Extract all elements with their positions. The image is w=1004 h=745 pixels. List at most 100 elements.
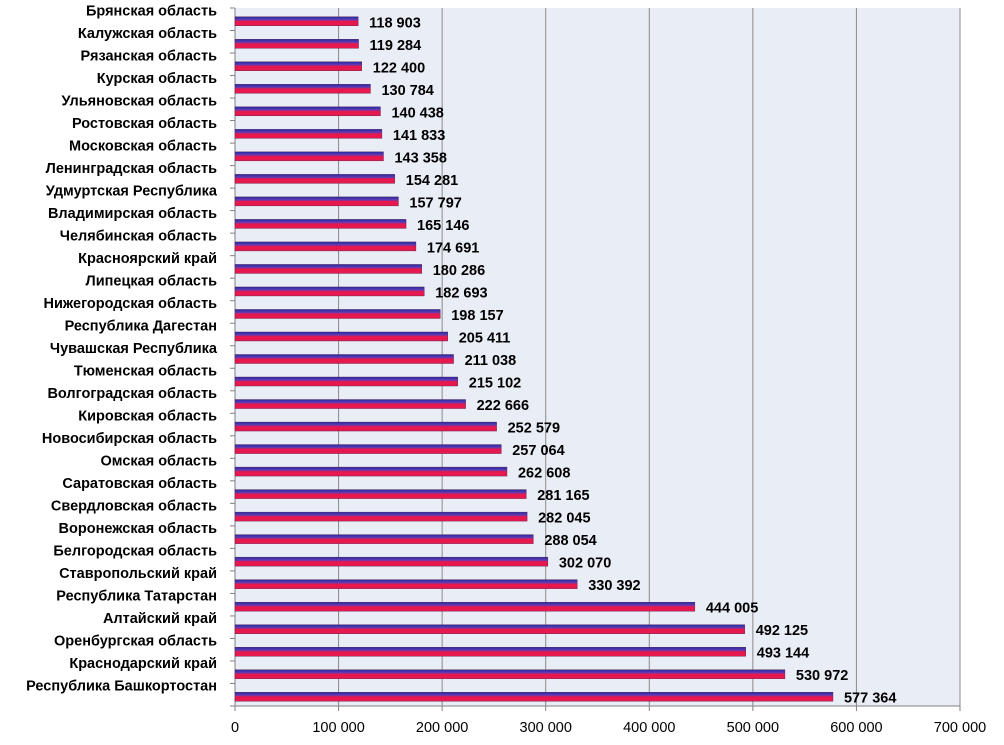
category-label: Свердловская область (51, 499, 217, 515)
value-label: 154 281 (406, 173, 458, 189)
bar (234, 151, 384, 162)
value-label: 180 286 (433, 263, 485, 279)
value-label: 288 054 (544, 533, 596, 549)
value-label: 252 579 (508, 421, 560, 437)
value-label: 222 666 (477, 398, 529, 414)
bar (234, 39, 359, 49)
value-label: 118 903 (369, 15, 421, 31)
category-label: Республика Татарстан (56, 589, 217, 605)
category-label: Удмуртская Республика (46, 183, 218, 199)
value-label: 157 797 (409, 195, 461, 211)
category-label: Краснодарский край (69, 656, 217, 672)
value-label: 205 411 (459, 330, 511, 346)
bar (234, 669, 786, 679)
bar (234, 106, 381, 117)
bar (234, 309, 441, 319)
value-label: 257 064 (512, 443, 564, 459)
bar (234, 579, 578, 589)
category-label: Владимирская область (48, 206, 217, 222)
value-label: 302 070 (559, 556, 611, 572)
category-label: Чувашская Республика (50, 341, 218, 357)
value-label: 182 693 (435, 285, 487, 301)
bars (234, 16, 834, 702)
category-label: Саратовская область (62, 476, 217, 492)
category-label: Воронежская область (59, 521, 218, 537)
bar (234, 241, 417, 252)
category-label: Кировская область (78, 409, 217, 425)
bar (234, 556, 549, 567)
bar (234, 511, 528, 522)
value-label: 143 358 (394, 150, 446, 166)
bar (234, 331, 448, 342)
bar (234, 264, 422, 274)
x-tick-label: 100 000 (312, 720, 364, 736)
category-label: Ростовская область (72, 116, 217, 132)
bar (234, 489, 527, 499)
category-label: Московская область (69, 138, 217, 154)
value-label: 140 438 (391, 105, 443, 121)
category-label: Алтайский край (103, 611, 217, 627)
category-label: Ульяновская область (61, 93, 217, 109)
value-label: 281 165 (537, 488, 589, 504)
value-label: 165 146 (417, 218, 469, 234)
bar (234, 84, 371, 94)
category-label: Ставропольский край (59, 566, 217, 582)
bar (234, 174, 395, 184)
value-label: 530 972 (796, 668, 848, 684)
value-label: 577 364 (844, 691, 896, 707)
category-label: Красноярский край (78, 251, 217, 267)
value-label: 141 833 (393, 128, 445, 144)
value-label: 122 400 (373, 60, 425, 76)
value-label: 198 157 (451, 308, 503, 324)
category-label: Рязанская область (81, 48, 218, 64)
category-label: Курская область (97, 71, 217, 87)
category-label: Калужская область (78, 26, 217, 42)
bar (234, 399, 466, 409)
category-label: Волгоградская область (47, 386, 217, 402)
value-label: 174 691 (427, 240, 479, 256)
value-label: 330 392 (588, 578, 640, 594)
bar (234, 61, 362, 71)
x-tick-label: 700 000 (934, 720, 986, 736)
category-label: Челябинская область (60, 228, 217, 244)
category-label: Белгородская область (53, 544, 217, 560)
x-tick-label: 500 000 (727, 720, 779, 736)
value-label: 119 284 (370, 38, 422, 54)
bar (234, 354, 454, 364)
x-tick-label: 400 000 (623, 720, 675, 736)
x-tick-label: 600 000 (830, 720, 882, 736)
bar (234, 647, 746, 657)
bar (234, 421, 497, 432)
value-label: 444 005 (706, 601, 758, 617)
bar (234, 286, 425, 297)
value-label: 211 038 (465, 353, 517, 369)
axes (230, 7, 961, 711)
x-tick-label: 200 000 (416, 720, 468, 736)
value-label: 282 045 (538, 511, 590, 527)
category-label: Ленинградская область (46, 161, 217, 177)
category-label: Республика Дагестан (65, 318, 217, 334)
bar (234, 16, 359, 26)
value-label: 215 102 (469, 376, 521, 392)
category-label: Тюменская область (74, 364, 217, 380)
value-label: 492 125 (756, 623, 808, 639)
value-label: 130 784 (381, 83, 433, 99)
category-label: Оренбургская область (54, 634, 217, 650)
x-tick-label: 0 (231, 720, 239, 736)
bar (234, 444, 502, 454)
bar (234, 466, 508, 477)
bar (234, 624, 745, 634)
value-label: 493 144 (757, 646, 809, 662)
bar (234, 196, 399, 207)
category-label: Липецкая область (86, 273, 218, 289)
bar (234, 692, 834, 702)
category-label: Новосибирская область (42, 431, 217, 447)
category-label: Республика Башкортостан (26, 679, 217, 695)
bar (234, 219, 407, 229)
bar (234, 129, 383, 139)
x-tick-label: 300 000 (520, 720, 572, 736)
category-label: Нижегородская область (44, 296, 218, 312)
category-label: Брянская область (86, 3, 217, 19)
